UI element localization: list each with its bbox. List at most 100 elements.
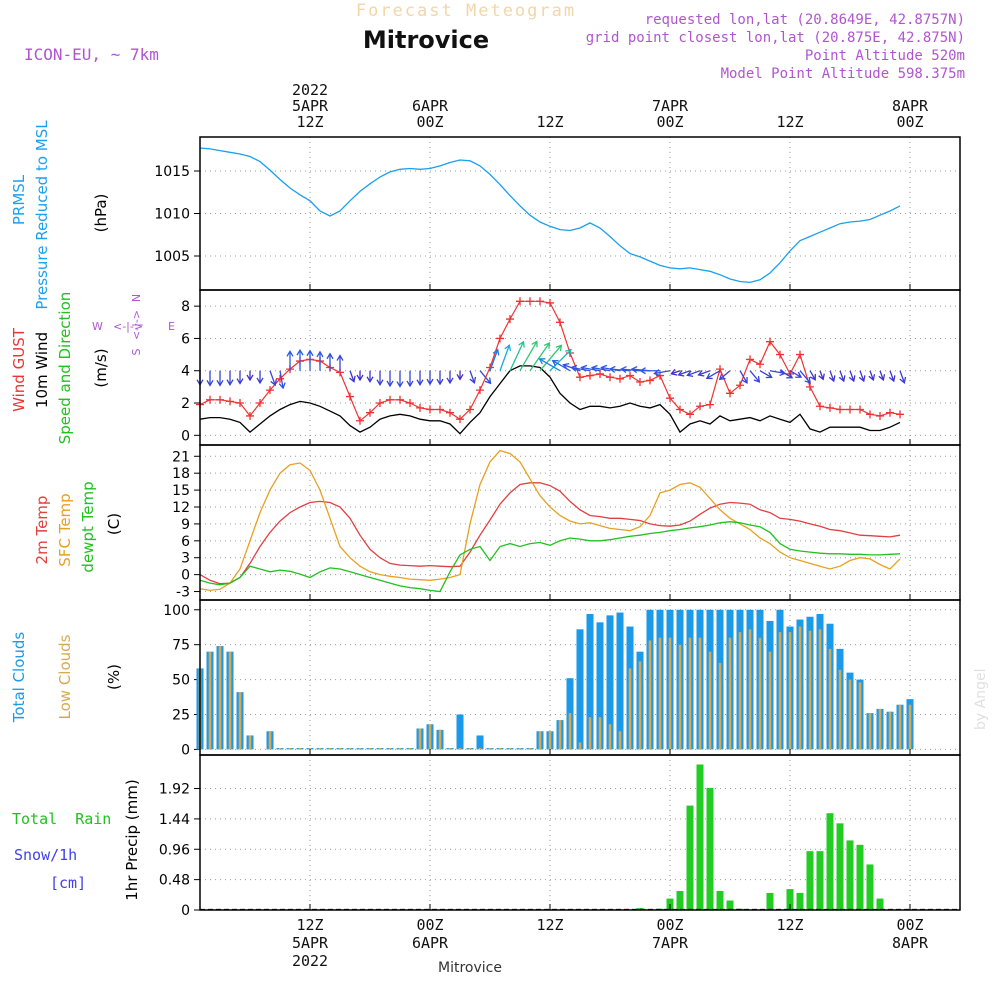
gust-point bbox=[396, 395, 404, 404]
wind-compass: N S <-|-> W <-|-> E bbox=[92, 294, 175, 356]
rain-bar bbox=[816, 851, 824, 910]
low-cloud-bar bbox=[418, 728, 422, 750]
wind-arrow-head bbox=[336, 354, 344, 361]
low-cloud-bar bbox=[278, 748, 282, 750]
wind-arrow-shaft bbox=[678, 370, 691, 376]
low-cloud-bar bbox=[438, 729, 442, 750]
low-cloud-bar bbox=[378, 748, 382, 750]
wind-arrow bbox=[697, 369, 711, 377]
gust-point bbox=[616, 374, 624, 383]
gust-point bbox=[436, 405, 444, 414]
gust-point bbox=[666, 394, 674, 403]
wind-arrow-shaft bbox=[571, 366, 591, 372]
precip-ytick-label: 0.96 bbox=[159, 842, 190, 858]
low-cloud-bar bbox=[768, 651, 772, 750]
rain-bar bbox=[696, 764, 704, 910]
gust-point bbox=[456, 415, 464, 424]
wind-arrow-shaft bbox=[769, 370, 786, 375]
gust-point bbox=[796, 350, 804, 359]
wind-arrow bbox=[838, 370, 846, 383]
top-time-label: 00Z bbox=[656, 113, 683, 131]
wind-arrow bbox=[809, 370, 816, 381]
wind-arrow bbox=[278, 370, 286, 390]
gust-point bbox=[546, 298, 554, 307]
wind-ytick-label: 0 bbox=[181, 428, 190, 444]
rain-bar bbox=[716, 891, 724, 910]
wind-arrow-head bbox=[376, 379, 384, 386]
gust-point bbox=[606, 373, 614, 382]
wind-label-mid2: Speed and Direction bbox=[56, 292, 74, 445]
clouds-label-mid: Low Clouds bbox=[56, 634, 74, 719]
low-cloud-bar bbox=[758, 637, 762, 750]
low-cloud-bar bbox=[658, 637, 662, 750]
wind-arrow-head bbox=[753, 376, 761, 383]
gust-point bbox=[536, 297, 544, 306]
wind-arrow-head bbox=[256, 377, 264, 385]
gust-point bbox=[516, 297, 524, 306]
gust-point bbox=[366, 408, 374, 417]
gust-point bbox=[346, 392, 354, 401]
wind-arrow-head bbox=[639, 367, 646, 375]
bottom-time-label: 6APR bbox=[412, 934, 449, 952]
point-altitude: Point Altitude 520m bbox=[805, 48, 965, 64]
wind-arrow bbox=[386, 370, 394, 388]
low-cloud-bar bbox=[398, 748, 402, 750]
wind-arrow-head bbox=[416, 379, 424, 386]
gust-point bbox=[476, 386, 484, 395]
clouds-ytick-label: 100 bbox=[163, 603, 190, 619]
wind-arrow-head bbox=[518, 340, 525, 348]
wind-arrow-shaft bbox=[759, 370, 772, 378]
low-cloud-bar bbox=[228, 651, 232, 750]
wind-arrow-shaft bbox=[739, 370, 748, 384]
wind-arrow bbox=[236, 370, 244, 385]
gust-point bbox=[636, 378, 644, 387]
wind-arrow-shaft bbox=[621, 368, 641, 372]
total-cloud-bar bbox=[606, 615, 614, 750]
bottom-time-label: 7APR bbox=[652, 934, 689, 952]
total-cloud-bar bbox=[576, 629, 584, 750]
low-cloud-bar bbox=[798, 626, 802, 750]
wind-arrow-shaft bbox=[839, 370, 845, 382]
low-cloud-bar bbox=[588, 717, 592, 750]
grid-point: grid point closest lon,lat (20.875E, 42.… bbox=[586, 30, 965, 46]
low-cloud-bar bbox=[648, 640, 652, 750]
compass-we-arrow: <-|-> bbox=[113, 320, 143, 333]
wind-arrow-shaft bbox=[269, 370, 276, 386]
gust-point bbox=[746, 355, 754, 364]
wind-arrow-head bbox=[531, 340, 538, 348]
top-time-label: 5APR bbox=[292, 97, 329, 115]
rain-bar bbox=[806, 851, 814, 910]
wind-arrow bbox=[818, 370, 825, 381]
wind-arrow bbox=[759, 370, 773, 379]
pressure-unit: (hPa) bbox=[92, 194, 110, 233]
low-cloud-bar bbox=[678, 644, 682, 750]
wind-arrow bbox=[538, 358, 561, 372]
wind-arrow bbox=[349, 370, 356, 383]
wind-arrow-head bbox=[838, 375, 846, 383]
total-cloud-bar bbox=[476, 735, 484, 750]
gust-point bbox=[386, 395, 394, 404]
wind-arrow bbox=[286, 350, 294, 371]
wind-arrow-head bbox=[590, 364, 598, 372]
wind-arrow-shaft bbox=[819, 370, 824, 380]
wind-arrow-head bbox=[504, 343, 512, 352]
wind-arrow-head bbox=[580, 364, 588, 372]
panel-frame bbox=[199, 444, 961, 601]
bottom-time-label: 2022 bbox=[292, 952, 328, 970]
wind-arrow bbox=[226, 370, 234, 386]
low-cloud-bar bbox=[508, 748, 512, 750]
low-cloud-bar bbox=[698, 637, 702, 750]
pressure-ytick-label: 1015 bbox=[154, 164, 190, 180]
total-cloud-bar bbox=[616, 612, 624, 750]
wind-arrow-head bbox=[406, 380, 414, 388]
wind-arrow-head bbox=[878, 374, 886, 382]
wind-arrow-head bbox=[555, 344, 563, 352]
compass-s: S bbox=[130, 348, 143, 355]
wind-arrow-shaft bbox=[539, 358, 561, 372]
wind-arrow-head bbox=[326, 352, 334, 360]
top-time-label: 12Z bbox=[536, 113, 563, 131]
wind-arrow-head bbox=[765, 372, 773, 379]
wind-arrow-head bbox=[206, 379, 214, 387]
